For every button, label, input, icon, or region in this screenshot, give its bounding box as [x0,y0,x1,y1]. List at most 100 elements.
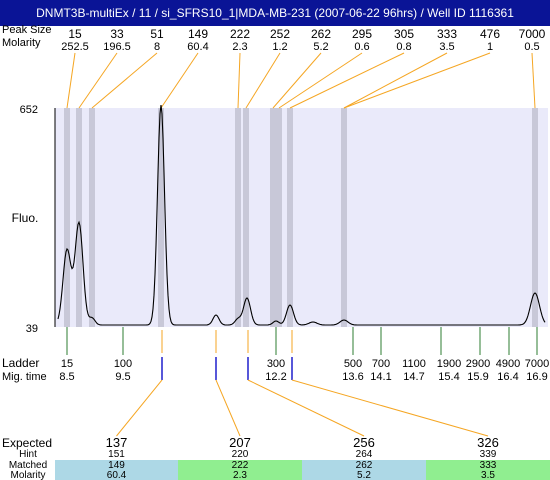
expected-value: 326 [477,435,499,450]
peak-connector [343,52,491,109]
hint-row-label: Hint [19,449,37,460]
peak-molarity-label: 252.5 [61,41,89,53]
expected-connector [291,379,489,437]
peak-size-label: 295 [352,27,372,41]
peak-band [158,108,164,327]
peak-molarity-label: 2.3 [232,41,247,53]
peak-size-label: 222 [230,27,250,41]
fluorescence-trace [57,104,546,326]
peak-band [287,108,293,327]
matched-cell [302,460,426,480]
peak-band [76,108,82,327]
ladder-size-label: 2900 [466,358,490,370]
peak-band [270,108,276,327]
peak-connector [160,52,199,109]
peak-size-label: 149 [188,27,208,41]
peak-band [89,108,95,327]
expected-connector [116,379,163,437]
ladder-time-label: 14.1 [370,371,391,383]
ladder-size-label: 1900 [437,358,461,370]
peak-size-label: 33 [110,27,124,41]
hint-value: 339 [480,449,497,460]
peak-size-label: 262 [311,27,331,41]
peak-band [243,108,249,327]
peak-molarity-label: 0.6 [354,41,369,53]
peak-connector [91,52,158,109]
peak-size-label: 51 [150,27,164,41]
peak-size-label: 7000 [519,27,546,41]
ladder-size-label: 15 [61,358,73,370]
ladder-size-label: 1100 [402,358,426,370]
peak-connector [343,52,448,109]
peak-size-label: 476 [480,27,500,41]
expected-connector [215,379,241,437]
peak-connector [272,52,322,109]
matched-cell [178,460,302,480]
ladder-time-label: 16.4 [497,371,518,383]
matched-cell [426,460,550,480]
peak-band [276,108,282,327]
peak-molarity-label: 1.2 [272,41,287,53]
peak-connector [78,52,118,109]
ladder-size-label: 700 [372,358,390,370]
peak-connector [237,52,241,109]
peak-molarity-label: 1 [487,41,493,53]
ladder-size-label: 4900 [496,358,520,370]
ladder-time-label: 8.5 [59,371,74,383]
peak-band [64,108,70,327]
molarity-row-label: Molarity [2,37,41,49]
ladder-time-label: 16.9 [526,371,547,383]
expected-value: 137 [106,435,128,450]
peak-size-label: 305 [394,27,414,41]
expected-row-label: Expected [2,436,52,450]
y-axis-label: Fluo. [12,211,39,225]
ladder-size-label: 500 [344,358,362,370]
table-molarity-value: 3.5 [481,470,495,480]
ladder-time-label: 12.2 [265,371,286,383]
peak-band [235,108,241,327]
expected-value: 207 [229,435,251,450]
peak-size-row-label: Peak Size [2,24,52,36]
matched-value: 262 [356,460,373,471]
y-tick-label: 652 [20,104,38,116]
y-tick-label: 39 [26,323,38,335]
table-molarity-value: 2.3 [233,470,247,480]
peak-band [341,108,347,327]
peak-connector [245,52,281,109]
peak-size-label: 333 [437,27,457,41]
matched-value: 333 [480,460,497,471]
table-molarity-row-label: Molarity [10,470,45,480]
matched-cell [55,460,178,480]
peak-molarity-label: 5.2 [313,41,328,53]
ladder-size-label: 100 [114,358,132,370]
mig-time-row-label: Mig. time [2,371,47,383]
ladder-size-label: 300 [267,358,285,370]
chart-title: DNMT3B-multiEx / 11 / si_SFRS10_1|MDA-MB… [0,0,550,26]
ladder-time-label: 13.6 [342,371,363,383]
ladder-row-label: Ladder [2,356,39,370]
peak-connector [66,52,76,109]
matched-row-label: Matched [9,460,47,471]
peak-molarity-label: 3.5 [439,41,454,53]
plot-area [55,108,548,327]
peak-connector [289,52,405,109]
peak-band [532,108,538,327]
peak-molarity-label: 0.5 [524,41,539,53]
peak-connector [531,52,536,109]
ladder-time-label: 15.9 [467,371,488,383]
expected-connector [247,379,365,437]
peak-molarity-label: 196.5 [103,41,131,53]
peak-molarity-label: 0.8 [396,41,411,53]
peak-molarity-label: 60.4 [187,41,208,53]
table-molarity-value: 5.2 [357,470,371,480]
ladder-time-label: 9.5 [115,371,130,383]
table-molarity-value: 60.4 [107,470,127,480]
hint-value: 151 [108,449,125,460]
ladder-time-label: 14.7 [403,371,424,383]
expected-value: 256 [353,435,375,450]
ladder-time-label: 15.4 [438,371,459,383]
peak-size-label: 252 [270,27,290,41]
matched-value: 149 [108,460,125,471]
ladder-size-label: 7000 [525,358,549,370]
peak-molarity-label: 8 [154,41,160,53]
